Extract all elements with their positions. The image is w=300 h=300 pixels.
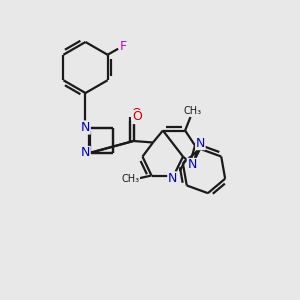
Text: N: N <box>187 158 197 172</box>
Text: N: N <box>81 146 90 160</box>
Text: N: N <box>168 172 177 185</box>
Text: O: O <box>132 110 142 124</box>
Text: CH₃: CH₃ <box>122 173 140 184</box>
Text: CH₃: CH₃ <box>184 106 202 116</box>
Text: N: N <box>81 121 90 134</box>
Text: F: F <box>120 40 127 53</box>
Text: N: N <box>196 136 205 150</box>
Text: O: O <box>132 107 141 120</box>
